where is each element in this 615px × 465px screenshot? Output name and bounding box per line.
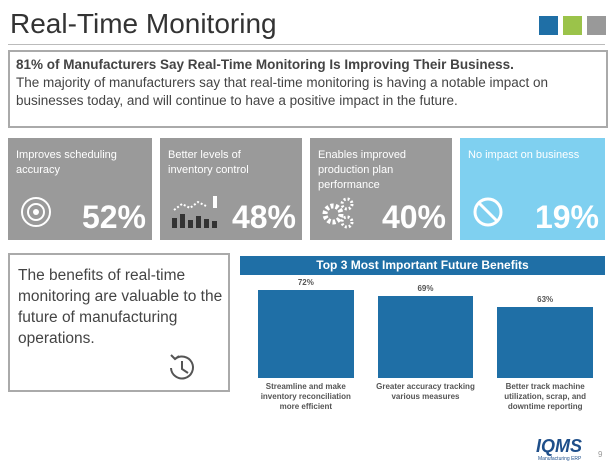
card-stat: 40%: [381, 199, 446, 235]
value-label: 72%: [297, 277, 314, 287]
icon: [21, 197, 51, 227]
icon: [473, 197, 503, 227]
logo-sub: Manufacturing ERP: [538, 456, 582, 462]
deco-square: [563, 16, 582, 35]
card-stat: 48%: [231, 199, 296, 235]
deco-square: [587, 16, 606, 35]
callout-box: The benefits of real-time monitoring are…: [8, 253, 230, 392]
card-label: Better levels of inventory control: [168, 149, 249, 176]
x-tick-label: Better track machine utilization, scrap,…: [504, 382, 587, 411]
stat-card: Enables improved production plan perform…: [310, 138, 452, 240]
bar: [377, 295, 474, 378]
bar: [497, 306, 594, 378]
card-label: Improves scheduling accuracy: [16, 149, 117, 176]
logo: IQMS: [536, 436, 583, 456]
headline: 81% of Manufacturers Say Real-Time Monit…: [16, 57, 514, 72]
chart-title: Top 3 Most Important Future Benefits: [240, 256, 605, 275]
icon: [170, 354, 194, 380]
deco-square: [539, 16, 558, 35]
stat-card: No impact on business 19%: [460, 138, 605, 240]
page-number: 9: [598, 450, 603, 459]
card-stat: 19%: [534, 199, 599, 235]
card-label: Enables improved production plan perform…: [318, 149, 407, 191]
rule: [8, 44, 605, 45]
x-tick-label: Greater accuracy tracking various measur…: [376, 382, 475, 401]
title: Real-Time Monitoring: [10, 8, 277, 39]
bar: [257, 289, 354, 378]
value-label: 63%: [537, 294, 554, 304]
summary-box: 81% of Manufacturers Say Real-Time Monit…: [8, 50, 608, 128]
card-stat: 52%: [81, 199, 146, 235]
icon: [322, 197, 354, 229]
stat-card: Better levels of inventory control 48%: [160, 138, 302, 240]
icon: [172, 196, 217, 228]
summary-body: The majority of manufacturers say that r…: [16, 75, 548, 108]
value-label: 69%: [417, 283, 434, 293]
x-tick-label: Streamline and make inventory reconcilia…: [260, 382, 351, 411]
callout-text: The benefits of real-time monitoring are…: [18, 267, 223, 347]
card-label: No impact on business: [468, 149, 580, 161]
stat-card: Improves scheduling accuracy 52%: [8, 138, 152, 240]
